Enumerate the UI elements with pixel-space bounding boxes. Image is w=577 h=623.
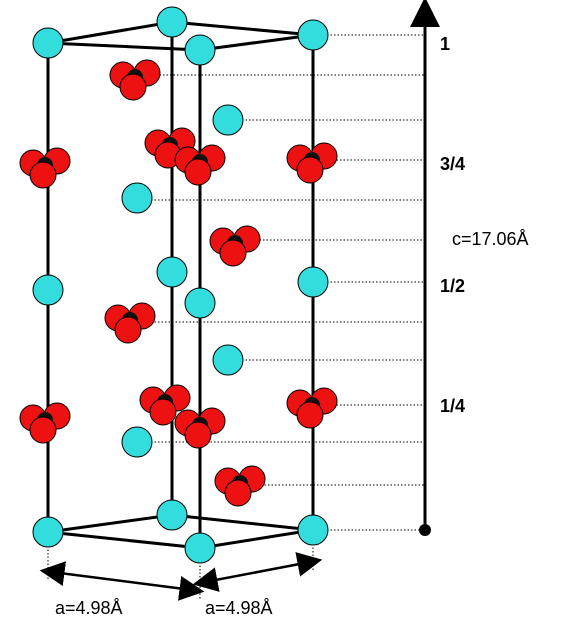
c-label: c=17.06Å [452,229,529,249]
axis-origin [419,524,431,536]
oxygen [115,317,141,343]
calcium [157,500,187,530]
oxygen [150,399,176,425]
level-label: 1/4 [440,396,465,416]
calcium [157,7,187,37]
oxygen [297,402,323,428]
calcium [122,183,152,213]
oxygen [185,422,211,448]
unit-cell [48,22,313,548]
a-label: a=4.98Å [55,598,123,618]
calcium [33,517,63,547]
calcium [213,345,243,375]
oxygen [30,417,56,443]
calcium [298,20,328,50]
calcium [33,275,63,305]
oxygen [120,74,146,100]
atoms [20,7,337,563]
oxygen [220,240,246,266]
level-label: 1 [440,34,450,54]
oxygen [30,162,56,188]
oxygen [297,157,323,183]
a-label: a=4.98Å [205,598,273,618]
oxygen [185,159,211,185]
oxygen [225,480,251,506]
calcium [122,427,152,457]
calcium [185,288,215,318]
calcium [185,533,215,563]
calcium [298,267,328,297]
calcium [185,35,215,65]
crystal-diagram: 1 3/4 1/2 1/4 c=17.06Å a=4.98Å a=4.98Å [0,0,577,623]
calcium [33,28,63,58]
level-label: 3/4 [440,154,465,174]
calcium [213,105,243,135]
a-arrow [205,562,310,582]
a-arrow [52,572,192,590]
calcium [298,515,328,545]
level-label: 1/2 [440,276,465,296]
calcium [157,257,187,287]
